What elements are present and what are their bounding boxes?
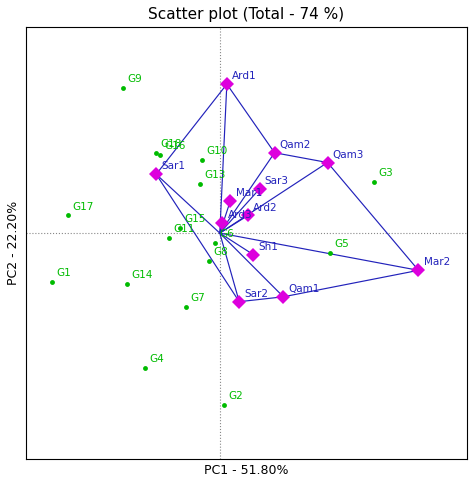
Text: Sar2: Sar2 — [245, 289, 268, 299]
Text: Ard1: Ard1 — [232, 71, 257, 81]
Text: G10: G10 — [207, 146, 228, 156]
Text: Mar1: Mar1 — [236, 188, 262, 198]
Text: Sar1: Sar1 — [162, 161, 185, 171]
Text: G3: G3 — [379, 168, 393, 178]
Text: Mar2: Mar2 — [424, 257, 450, 267]
Text: Ard3: Ard3 — [228, 211, 252, 220]
Text: G14: G14 — [131, 270, 153, 280]
Text: G11: G11 — [173, 224, 194, 234]
Text: Sar3: Sar3 — [265, 176, 289, 186]
Text: G2: G2 — [228, 391, 243, 401]
Y-axis label: PC2 - 22.20%: PC2 - 22.20% — [7, 201, 20, 285]
Text: G9: G9 — [127, 74, 142, 84]
Text: G7: G7 — [191, 293, 205, 302]
Text: G6: G6 — [220, 229, 235, 239]
Text: Qam2: Qam2 — [280, 140, 311, 150]
Text: G18: G18 — [161, 139, 182, 149]
Text: G13: G13 — [205, 170, 226, 180]
Text: G8: G8 — [214, 247, 228, 257]
Text: Ard2: Ard2 — [253, 202, 278, 212]
Text: G5: G5 — [335, 239, 349, 249]
Text: G15: G15 — [184, 214, 206, 224]
Text: G16: G16 — [164, 141, 185, 151]
Text: Qam3: Qam3 — [333, 150, 364, 160]
Text: G4: G4 — [149, 354, 164, 364]
Title: Scatter plot (Total - 74 %): Scatter plot (Total - 74 %) — [148, 7, 344, 22]
Text: G1: G1 — [56, 268, 71, 278]
Text: G17: G17 — [73, 201, 94, 212]
Text: Qam1: Qam1 — [289, 284, 320, 294]
Text: Sh1: Sh1 — [259, 242, 279, 252]
X-axis label: PC1 - 51.80%: PC1 - 51.80% — [204, 464, 289, 477]
